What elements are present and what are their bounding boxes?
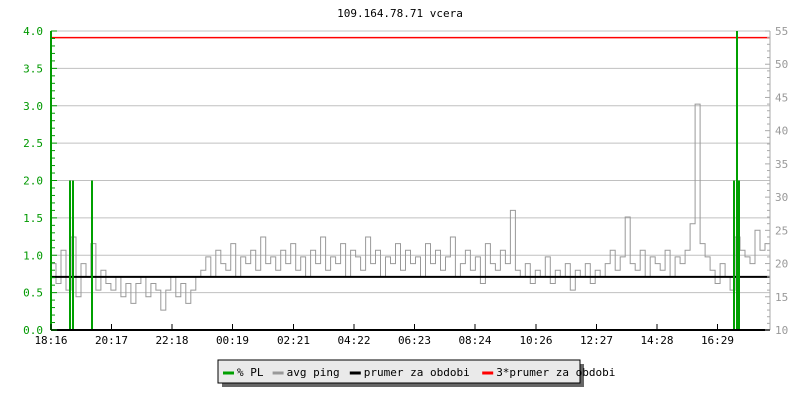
grid: [51, 30, 770, 331]
legend-label-0: % PL: [237, 366, 264, 379]
left-tick-label: 3.5: [23, 62, 43, 75]
legend-label-2: prumer za obdobi: [364, 366, 470, 379]
x-tick-label: 18:16: [34, 334, 67, 347]
left-tick-label: 2.5: [23, 137, 43, 150]
x-tick-label: 02:21: [277, 334, 310, 347]
right-tick-label: 40: [775, 125, 788, 138]
right-tick-label: 10: [775, 324, 788, 337]
x-tick-label: 22:18: [155, 334, 188, 347]
left-tick-label: 1.5: [23, 212, 43, 225]
x-tick-label: 06:23: [398, 334, 431, 347]
right-tick-label: 35: [775, 158, 788, 171]
right-tick-label: 15: [775, 291, 788, 304]
x-tick-label: 00:19: [216, 334, 249, 347]
series-layer: [51, 31, 770, 330]
avg-ping-line: [51, 103, 770, 311]
right-tick-label: 55: [775, 25, 788, 38]
left-tick-label: 0.5: [23, 287, 43, 300]
legend-label-1: avg ping: [287, 366, 340, 379]
left-tick-label: 0.0: [23, 324, 43, 337]
axes: 0.0 0.5 1.0 1.5 2.0 2.5 3.0 3.5 4.0 10 15 20 25 30 35 4…: [23, 25, 788, 347]
legend: % PL avg ping prumer za obdobi 3*prumer za …: [217, 359, 615, 387]
x-tick-label: 14:28: [640, 334, 673, 347]
x-tick-label: 20:17: [95, 334, 128, 347]
left-tick-label: 3.0: [23, 100, 43, 113]
left-tick-label: 4.0: [23, 25, 43, 38]
right-tick-label: 50: [775, 58, 788, 71]
right-tick-label: 30: [775, 191, 788, 204]
x-tick-label: 10:26: [519, 334, 552, 347]
legend-box: [217, 359, 581, 384]
legend-label-3: 3*prumer za obdobi: [496, 366, 615, 379]
x-tick-label: 08:24: [458, 334, 491, 347]
x-tick-label: 16:29: [701, 334, 734, 347]
chart-title: 109.164.78.71 vcera: [337, 7, 463, 20]
x-tick-label: 04:22: [337, 334, 370, 347]
right-tick-label: 45: [775, 91, 788, 104]
left-tick-label: 2.0: [23, 175, 43, 188]
right-tick-label: 25: [775, 224, 788, 237]
right-tick-label: 20: [775, 258, 788, 271]
left-tick-label: 1.0: [23, 249, 43, 262]
x-tick-label: 12:27: [580, 334, 613, 347]
